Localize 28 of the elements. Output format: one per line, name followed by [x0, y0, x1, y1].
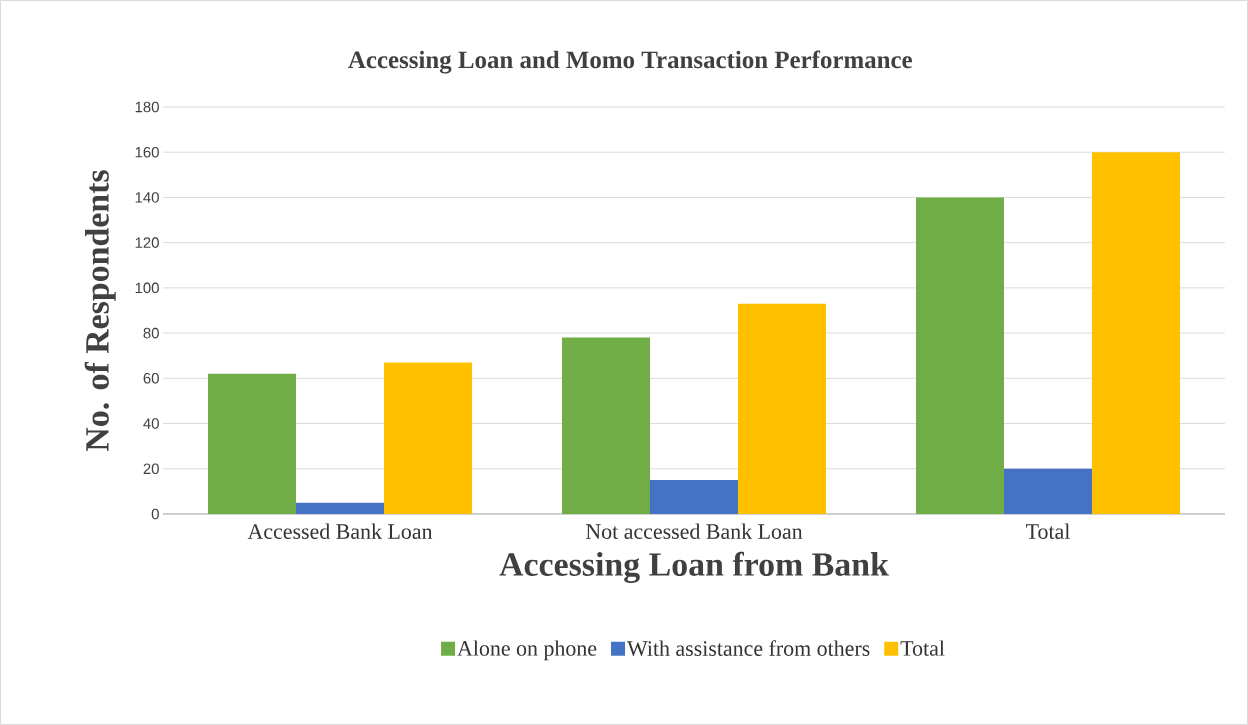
x-tick-label: Accessed Bank Loan [247, 523, 433, 539]
bar [915, 197, 1004, 514]
bar [296, 502, 385, 514]
legend-label: Total [900, 640, 945, 656]
x-tick-label: Not accessed Bank Loan [585, 523, 803, 539]
y-tick-label: 0 [151, 508, 159, 520]
y-tick-label: 160 [135, 146, 159, 158]
y-tick-label: 180 [135, 101, 159, 113]
x-axis-title: Accessing Loan from Bank [499, 551, 889, 584]
bar [1003, 468, 1092, 514]
y-axis-title: No. of Respondents [84, 170, 116, 451]
legend-label: Alone on phone [457, 640, 597, 661]
y-tick-label: 100 [135, 282, 159, 294]
bar [738, 303, 826, 514]
bar [561, 337, 650, 514]
y-tick-label: 60 [143, 373, 159, 384]
legend-label: With assistance from others [627, 640, 870, 657]
y-tick-label: 40 [143, 418, 159, 429]
chart-title: Accessing Loan and Momo Transaction Performance [348, 50, 912, 74]
bar [384, 362, 473, 514]
bar [650, 480, 738, 514]
y-tick-label: 140 [135, 192, 159, 203]
bar [208, 373, 296, 514]
y-tick-label: 120 [135, 237, 159, 248]
x-tick-label: Total [1026, 523, 1070, 539]
bar [1091, 152, 1180, 514]
y-tick-label: 80 [143, 327, 159, 339]
y-tick-label: 20 [143, 463, 159, 475]
